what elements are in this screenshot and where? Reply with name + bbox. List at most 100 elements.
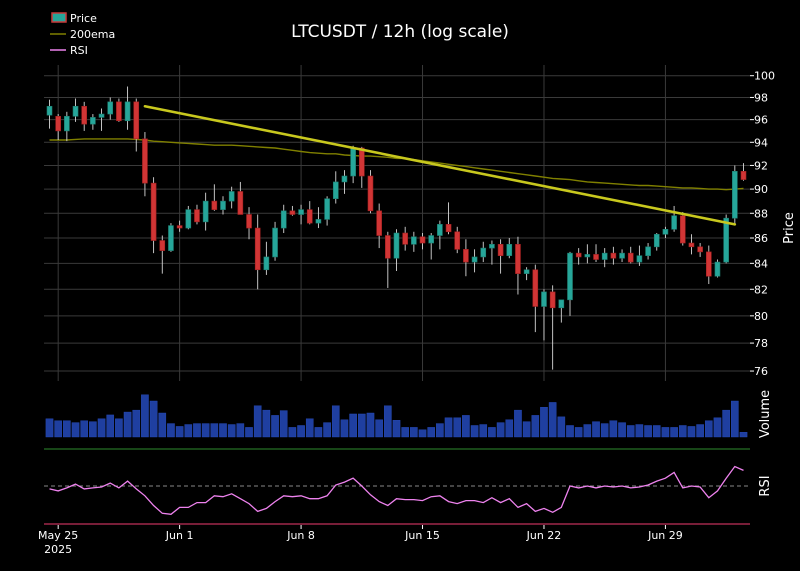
volume-bar — [470, 425, 479, 438]
volume-bar — [184, 424, 193, 438]
candle-body-up — [567, 252, 573, 301]
candle-body-up — [411, 236, 417, 245]
candle — [549, 285, 556, 370]
candle — [194, 204, 200, 225]
candle — [619, 249, 625, 263]
candle-body-down — [142, 138, 148, 184]
candle-body-up — [636, 255, 643, 263]
price-axis-ticks: 76 78 80 82 84 86 88 90 92 94 96 98 100 — [750, 70, 775, 378]
candle-body-down — [116, 101, 122, 122]
volume-bar — [63, 420, 71, 438]
candle-body-up — [107, 101, 114, 115]
volume-bar — [132, 409, 141, 438]
volume-bar — [227, 424, 236, 438]
candle-body-up — [601, 252, 608, 260]
volume-bar — [149, 400, 158, 438]
volume-bar — [540, 407, 548, 438]
candle-body-down — [610, 252, 617, 259]
volume-bar — [557, 416, 566, 438]
candle-body-down — [211, 200, 218, 210]
volume-bar — [436, 423, 444, 438]
volume-bar — [201, 423, 210, 438]
candle-body-up — [272, 227, 278, 258]
candle — [567, 251, 573, 316]
volume-bar — [384, 405, 392, 438]
candle — [679, 212, 686, 246]
candle — [636, 245, 643, 266]
candle — [558, 299, 565, 323]
volume-bar — [71, 422, 80, 438]
volume-bar — [245, 427, 253, 438]
candle — [593, 244, 599, 263]
candle-body-down — [679, 215, 686, 244]
candle — [419, 233, 426, 250]
candle — [159, 235, 166, 274]
candle-body-down — [688, 242, 695, 248]
volume-bar — [505, 419, 514, 438]
candle-body-up — [489, 243, 495, 249]
candle — [280, 204, 287, 234]
candle — [575, 248, 582, 265]
candle — [506, 238, 513, 259]
candle — [150, 177, 157, 254]
volume-bar — [678, 425, 687, 438]
candle — [532, 264, 539, 333]
legend-ema-label: 200ema — [70, 28, 115, 41]
volume-bar — [609, 420, 618, 438]
candle-body-down — [376, 210, 382, 236]
candle — [202, 192, 209, 231]
candle — [541, 289, 547, 341]
candle-body-up — [662, 228, 669, 235]
volume-bar — [618, 422, 626, 438]
candle — [463, 239, 469, 277]
candle-body-down — [81, 105, 87, 125]
candle — [176, 220, 183, 232]
candle — [402, 226, 408, 251]
volume-bar — [739, 432, 748, 438]
price-tick-label: 84 — [754, 257, 768, 270]
candle-body-down — [150, 182, 157, 241]
candle-body-down — [419, 236, 426, 244]
candle — [107, 97, 114, 120]
candle-body-up — [671, 215, 677, 230]
candle — [185, 205, 192, 230]
candle — [133, 98, 140, 152]
price-tick-label: 100 — [754, 70, 775, 83]
candle — [358, 146, 365, 188]
rsi-line — [49, 465, 744, 515]
x-tick-label: Jun 22 — [526, 529, 562, 542]
volume-bar — [123, 411, 132, 438]
candle — [497, 239, 504, 274]
candle — [671, 205, 677, 232]
candle-body-up — [72, 105, 79, 117]
candle-body-up — [350, 147, 356, 177]
candle — [732, 165, 738, 226]
volume-bar — [288, 427, 297, 438]
candle — [645, 243, 651, 260]
price-tick-label: 78 — [754, 337, 768, 350]
volume-bar — [592, 421, 600, 438]
candle — [523, 267, 530, 281]
candle — [124, 86, 131, 130]
trend-line — [143, 104, 737, 226]
volume-bar — [219, 423, 227, 438]
price-tick-label: 88 — [754, 207, 768, 220]
candle-body-down — [575, 252, 582, 258]
candle-body-up — [584, 254, 591, 258]
volume-bar — [54, 420, 62, 438]
volume-bar — [444, 417, 453, 438]
candle-body-up — [298, 209, 304, 215]
candle — [445, 202, 452, 235]
legend-rsi-label: RSI — [70, 44, 88, 57]
x-tick-sublabel: 2025 — [44, 543, 72, 556]
volume-bar — [297, 425, 305, 438]
candle — [324, 196, 330, 226]
candle — [454, 226, 461, 254]
candle-body-down — [445, 224, 452, 233]
candle — [376, 203, 382, 249]
candle-body-up — [480, 247, 487, 258]
volume-bar — [175, 426, 184, 438]
volume-bar — [488, 427, 496, 438]
